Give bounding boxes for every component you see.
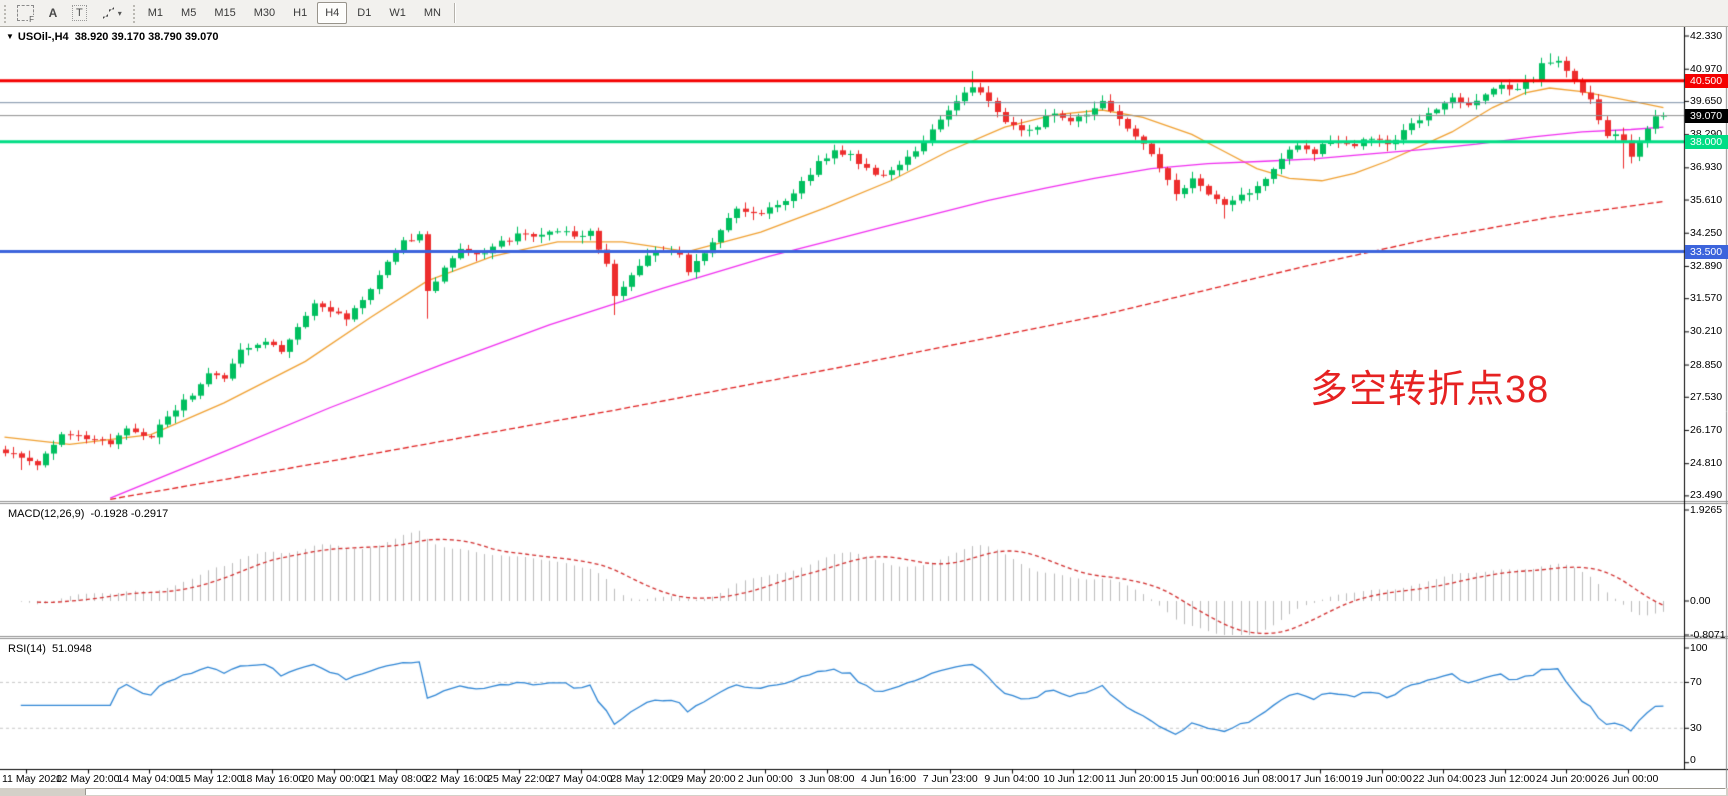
fibonacci-tool-button[interactable]: F bbox=[11, 2, 40, 24]
price-axis-label: 35.610 bbox=[1690, 193, 1723, 206]
chart-area: ▼ USOil-,H4 38.920 39.170 38.790 39.070 M… bbox=[0, 27, 1728, 796]
price-axis-label: 28.850 bbox=[1690, 358, 1723, 371]
macd-name: MACD(12,26,9) bbox=[8, 508, 85, 520]
current-price-tag: 39.070 bbox=[1685, 108, 1728, 123]
price-line-tag-38.000: 38.000 bbox=[1685, 134, 1728, 149]
time-axis-label: 22 May 16:00 bbox=[425, 773, 490, 785]
rsi-scale-label: 70 bbox=[1690, 675, 1702, 688]
text-a-icon: A bbox=[48, 6, 58, 20]
time-axis-label: 17 Jun 16:00 bbox=[1289, 773, 1351, 785]
time-axis-label: 24 Jun 20:00 bbox=[1536, 773, 1597, 785]
macd-values: -0.1928 -0.2917 bbox=[90, 508, 169, 520]
arrows-icon bbox=[102, 7, 114, 19]
time-axis-label: 28 May 12:00 bbox=[610, 773, 674, 785]
macd-indicator-label: MACD(12,26,9) -0.1928 -0.2917 bbox=[8, 508, 168, 520]
price-axis-label: 32.890 bbox=[1690, 259, 1723, 272]
time-axis-label: 18 May 16:00 bbox=[240, 773, 305, 785]
time-axis-label: 15 Jun 00:00 bbox=[1166, 773, 1228, 785]
time-axis-label: 23 Jun 12:00 bbox=[1474, 773, 1536, 785]
text-tool-button[interactable]: A bbox=[42, 2, 64, 24]
price-axis-label: 36.930 bbox=[1690, 161, 1723, 174]
fibonacci-icon: F bbox=[17, 5, 34, 24]
scrollbar-track[interactable] bbox=[85, 788, 1726, 795]
toolbar-grip-2[interactable] bbox=[130, 3, 137, 23]
time-axis-label: 25 May 22:00 bbox=[487, 773, 551, 785]
price-line-tag-33.500: 33.500 bbox=[1685, 244, 1728, 259]
time-axis-label: 19 Jun 00:00 bbox=[1351, 773, 1412, 785]
rsi-scale-label: 0 bbox=[1690, 753, 1696, 766]
timeframe-button-m1[interactable]: M1 bbox=[147, 7, 164, 19]
time-axis-label: 16 Jun 08:00 bbox=[1227, 773, 1289, 785]
time-axis-label: 14 May 04:00 bbox=[117, 773, 182, 785]
price-axis-label: 34.250 bbox=[1690, 226, 1723, 239]
macd-scale-label: 1.9265 bbox=[1690, 503, 1723, 516]
toolbar: F A T ▾ M1 M5 M15 M30 H1 H4 D1 W1 MN bbox=[0, 0, 1728, 27]
time-axis-label: 20 May 00:00 bbox=[302, 773, 366, 785]
time-axis-label: 21 May 08:00 bbox=[363, 773, 428, 785]
timeframe-button-w1[interactable]: W1 bbox=[389, 7, 406, 19]
time-axis-label: 27 May 04:00 bbox=[548, 773, 613, 785]
time-axis-label: 10 Jun 12:00 bbox=[1043, 773, 1104, 785]
time-axis-label: 2 Jun 00:00 bbox=[737, 773, 793, 785]
price-axis-label: 26.170 bbox=[1690, 423, 1723, 436]
price-axis-label: 42.330 bbox=[1690, 29, 1723, 42]
rsi-scale-label: 100 bbox=[1690, 641, 1708, 654]
price-axis-label: 27.530 bbox=[1690, 390, 1723, 403]
price-axis-label: 31.570 bbox=[1690, 292, 1723, 305]
arrows-tool-button[interactable]: ▾ bbox=[95, 2, 128, 24]
chevron-down-icon: ▾ bbox=[117, 8, 122, 18]
timeframe-button-mn[interactable]: MN bbox=[423, 7, 441, 19]
time-axis-label: 11 Jun 20:00 bbox=[1105, 773, 1166, 785]
time-axis-label: 29 May 20:00 bbox=[671, 773, 736, 785]
time-axis-label: 7 Jun 23:00 bbox=[922, 773, 978, 785]
timeframe-button-h4[interactable]: H4 bbox=[317, 2, 348, 24]
macd-scale-label: 0.00 bbox=[1690, 594, 1711, 607]
time-axis-label: 4 Jun 16:00 bbox=[861, 773, 917, 785]
time-axis-label: 9 Jun 04:00 bbox=[984, 773, 1040, 785]
timeframe-group: M1 M5 M15 M30 H1 H4 D1 W1 MN bbox=[139, 2, 450, 24]
rsi-scale-label: 30 bbox=[1690, 721, 1702, 734]
bottom-scrollbar[interactable] bbox=[0, 788, 1728, 796]
price-axis-label: 30.210 bbox=[1690, 325, 1723, 338]
price-axis-label: 23.490 bbox=[1690, 489, 1723, 502]
price-axis-label: 40.970 bbox=[1690, 62, 1723, 75]
price-axis-label: 39.650 bbox=[1690, 94, 1723, 107]
time-axis-label: 3 Jun 08:00 bbox=[799, 773, 855, 785]
rsi-value: 51.0948 bbox=[52, 643, 92, 655]
time-axis-label: 22 Jun 04:00 bbox=[1412, 773, 1474, 785]
time-axis-label: 11 May 2020 bbox=[2, 773, 62, 785]
timeframe-button-m30[interactable]: M30 bbox=[253, 7, 276, 19]
time-axis-label: 26 Jun 00:00 bbox=[1597, 773, 1659, 785]
time-axis-label: 15 May 12:00 bbox=[179, 773, 243, 785]
toolbar-separator bbox=[453, 3, 455, 23]
time-axis-label: 12 May 20:00 bbox=[55, 773, 120, 785]
timeframe-button-d1[interactable]: D1 bbox=[357, 7, 372, 19]
collapse-triangle-icon[interactable]: ▼ bbox=[6, 32, 14, 41]
rsi-indicator-label: RSI(14) 51.0948 bbox=[8, 643, 92, 655]
timeframe-button-m15[interactable]: M15 bbox=[214, 7, 236, 19]
price-line-tag-40.500: 40.500 bbox=[1685, 73, 1728, 88]
toolbar-grip[interactable] bbox=[2, 3, 8, 23]
annotation-text[interactable]: 多空转折点38 bbox=[1310, 369, 1550, 411]
symbol-timeframe: USOil-,H4 bbox=[17, 31, 69, 43]
rsi-name: RSI(14) bbox=[8, 643, 46, 655]
text-t-icon: T bbox=[72, 5, 87, 21]
label-tool-button[interactable]: T bbox=[66, 2, 93, 24]
chart-canvas[interactable] bbox=[0, 27, 1728, 796]
timeframe-button-m5[interactable]: M5 bbox=[181, 7, 197, 19]
timeframe-button-h1[interactable]: H1 bbox=[293, 7, 308, 19]
chart-title: ▼ USOil-,H4 38.920 39.170 38.790 39.070 bbox=[6, 31, 219, 43]
macd-scale-label: -0.8071 bbox=[1690, 628, 1726, 641]
ohlc-values: 38.920 39.170 38.790 39.070 bbox=[74, 31, 219, 43]
price-axis-label: 24.810 bbox=[1690, 457, 1723, 470]
